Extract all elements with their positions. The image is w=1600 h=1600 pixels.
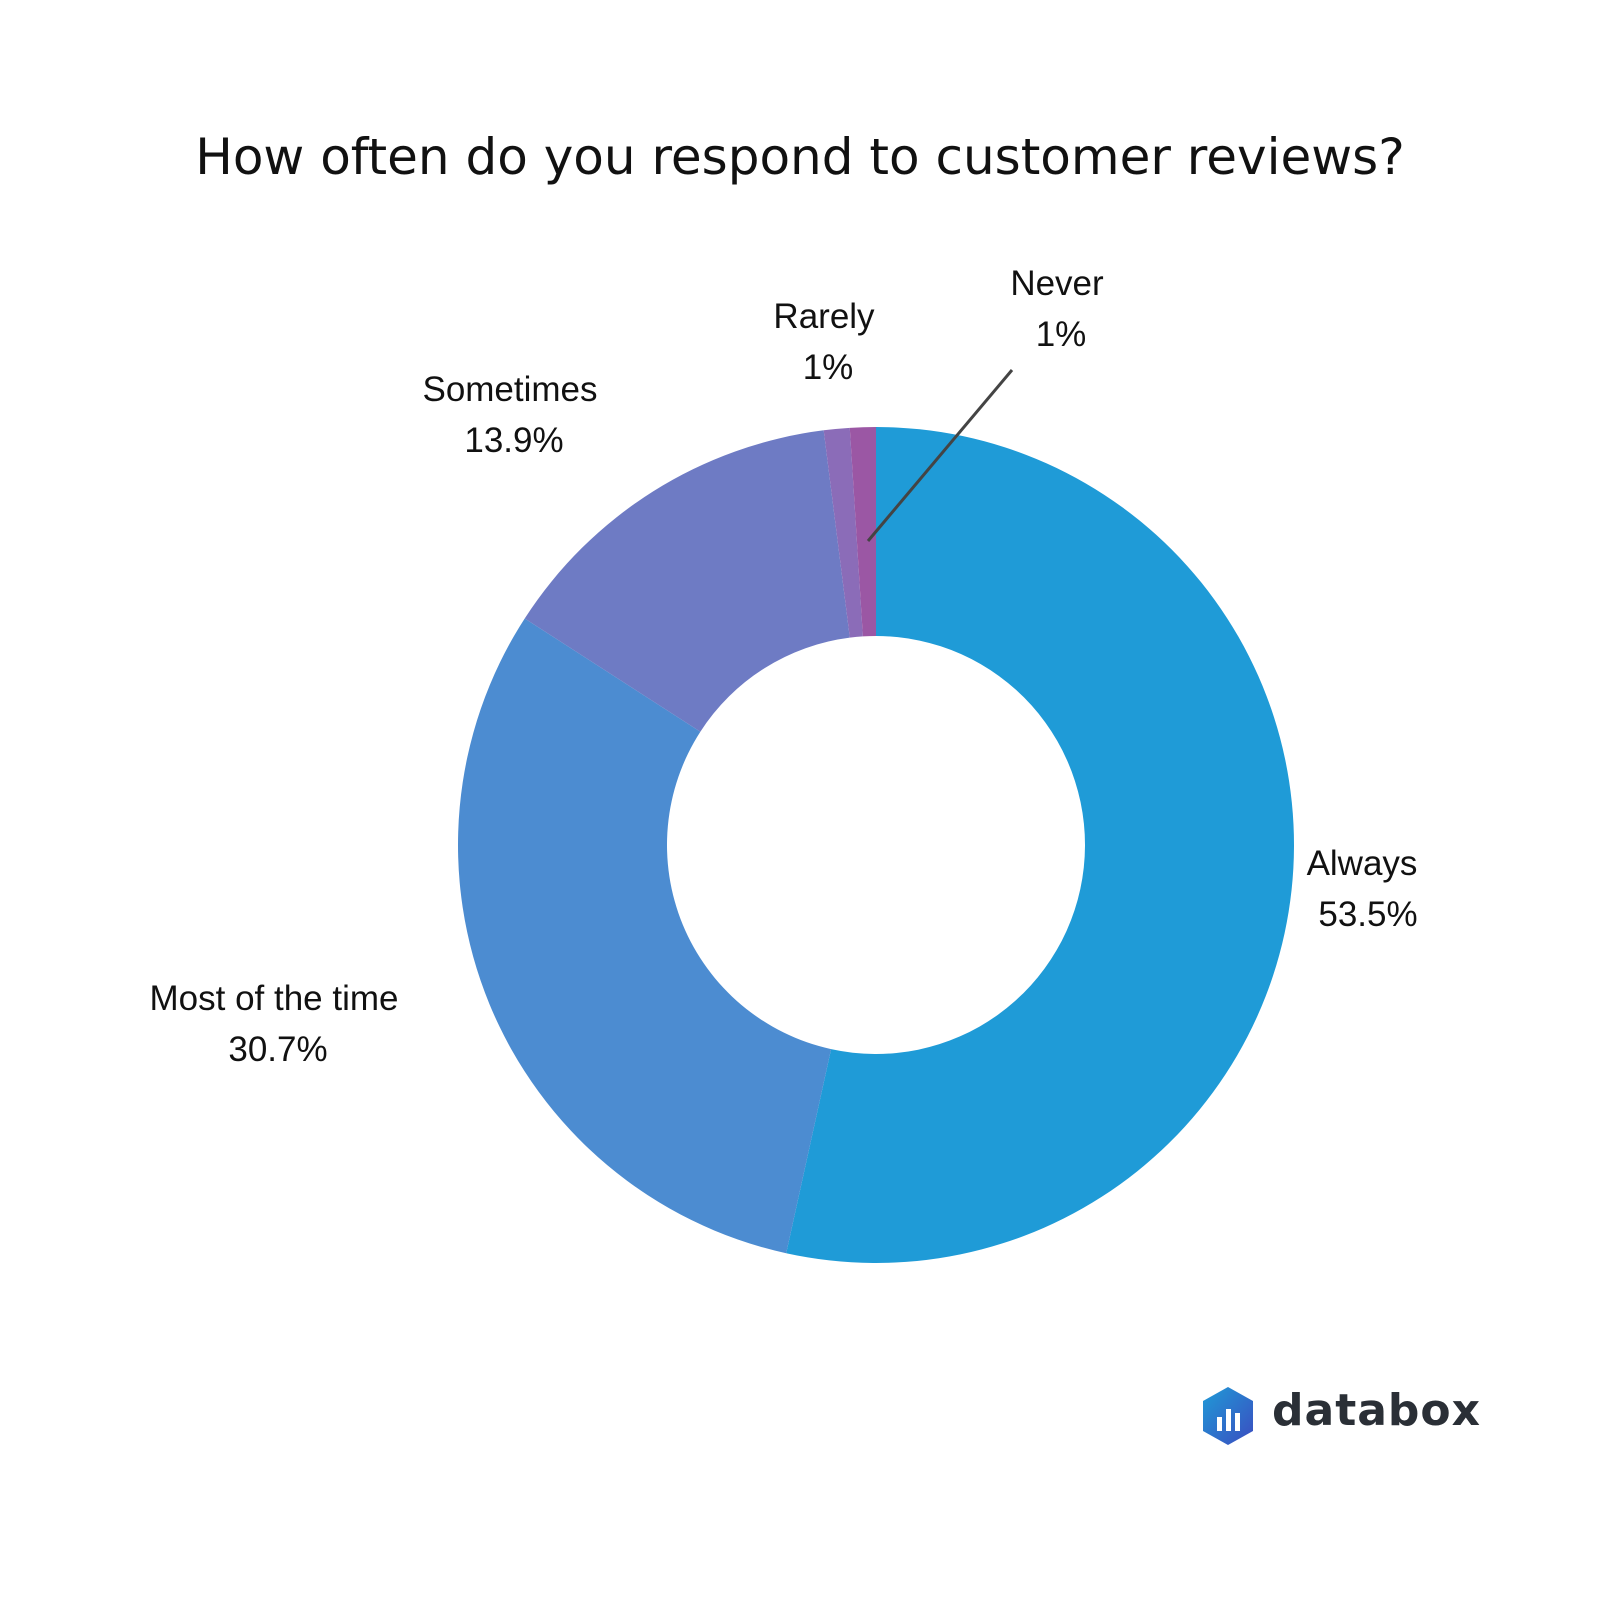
label-name-always: Always bbox=[1307, 844, 1418, 883]
slice-always bbox=[786, 426, 1295, 1264]
label-name-rarely: Rarely bbox=[773, 297, 875, 336]
donut-slices bbox=[458, 426, 1295, 1264]
label-value-sometimes: 13.9% bbox=[464, 421, 563, 460]
label-value-always: 53.5% bbox=[1318, 895, 1417, 934]
chart-title: How often do you respond to customer rev… bbox=[195, 128, 1405, 186]
leader-line-never bbox=[866, 369, 1014, 542]
label-value-most-of-the-time: 30.7% bbox=[228, 1030, 327, 1069]
label-name-most-of-the-time: Most of the time bbox=[150, 979, 399, 1018]
slice-most-of-the-time bbox=[458, 618, 832, 1254]
label-value-never: 1% bbox=[1036, 315, 1087, 354]
databox-logo-icon bbox=[1203, 1387, 1253, 1445]
label-name-never: Never bbox=[1010, 264, 1104, 303]
slice-never bbox=[849, 427, 876, 637]
slice-labels: Always 53.5% Most of the time 30.7% Sometime… bbox=[150, 264, 1418, 1069]
slice-rarely bbox=[823, 427, 863, 638]
label-name-sometimes: Sometimes bbox=[422, 370, 597, 409]
label-value-rarely: 1% bbox=[803, 348, 854, 387]
databox-logo: databox bbox=[1200, 1385, 1480, 1447]
slice-sometimes bbox=[524, 430, 850, 732]
databox-logo-text: databox bbox=[1272, 1385, 1482, 1436]
